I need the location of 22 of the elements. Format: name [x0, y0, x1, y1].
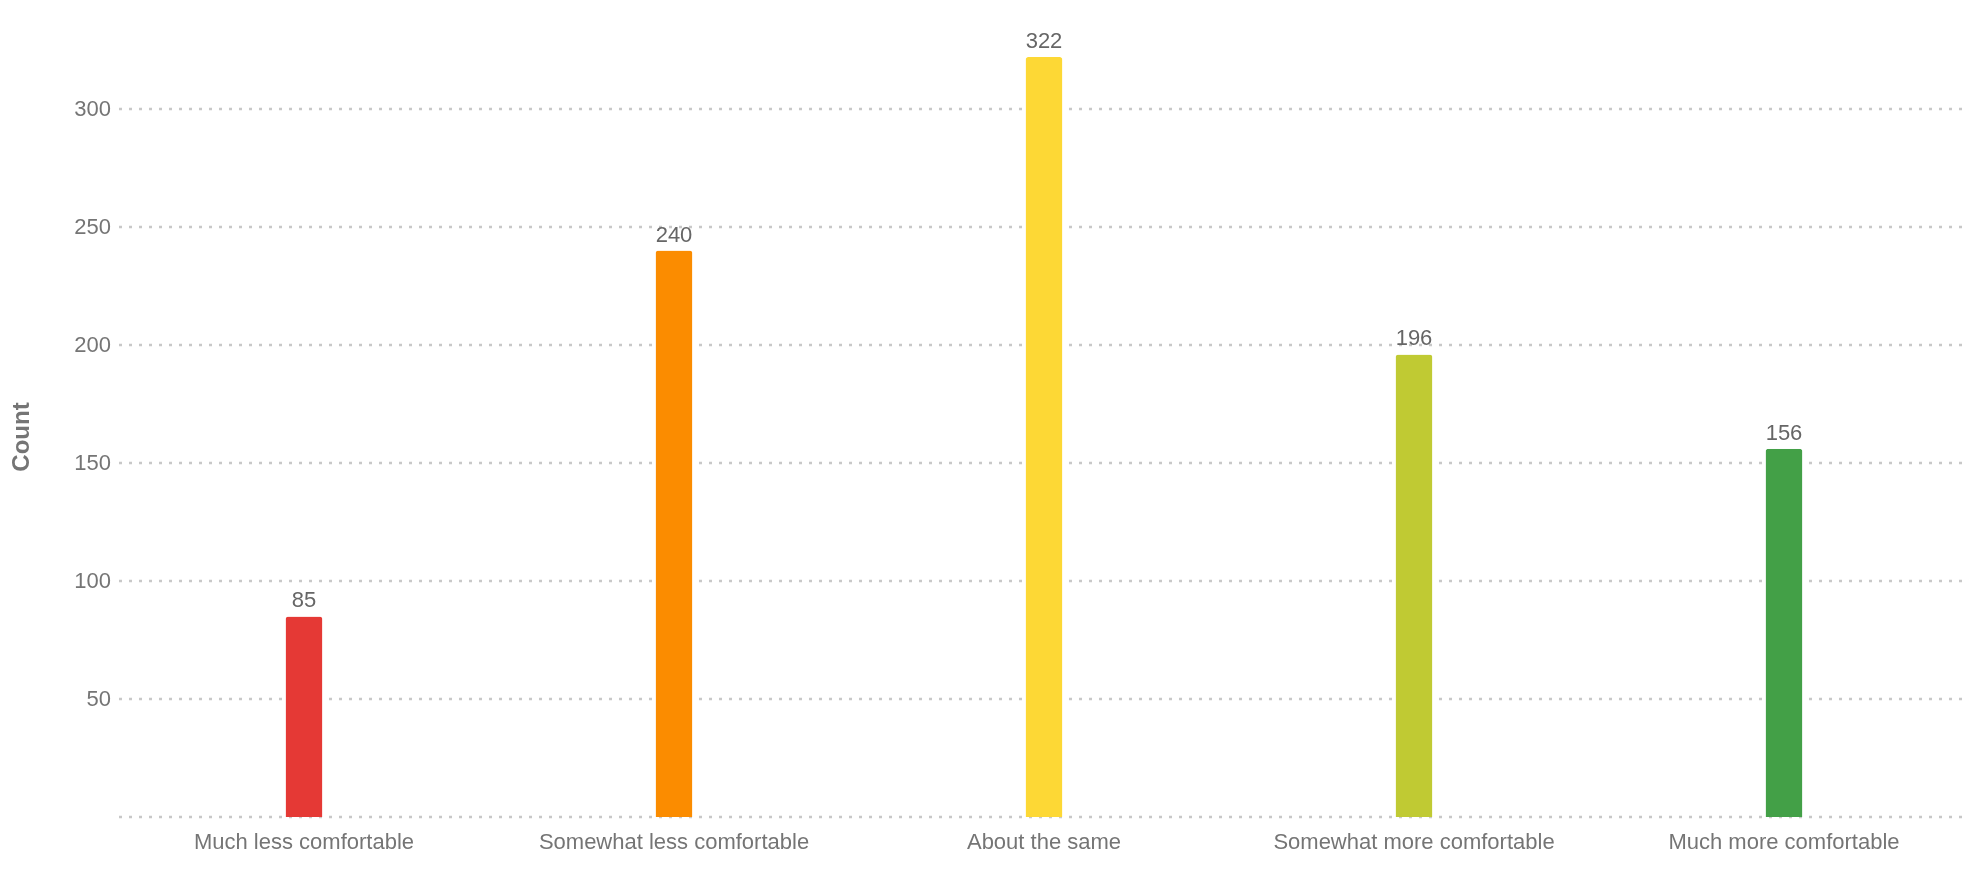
- x-tick-label: Somewhat less comfortable: [538, 828, 810, 854]
- x-tick-label: Much less comfortable: [193, 828, 415, 854]
- y-tick-label: 200: [74, 331, 111, 357]
- x-tick-label: Somewhat more comfortable: [1273, 828, 1555, 854]
- data-label: 85: [291, 587, 317, 613]
- y-tick-label: 50: [86, 685, 111, 711]
- bar: [655, 250, 693, 817]
- data-label: 196: [1395, 325, 1433, 351]
- y-tick-label: 250: [74, 213, 111, 239]
- data-label: 156: [1765, 419, 1803, 445]
- bar: [1025, 57, 1063, 817]
- y-tick-label: 100: [74, 567, 111, 593]
- data-label: 322: [1025, 28, 1063, 53]
- bar: [285, 616, 323, 817]
- bar: [1395, 354, 1433, 817]
- y-axis-title: Count: [7, 402, 35, 472]
- bar: [1765, 448, 1803, 817]
- y-tick-label: 150: [74, 449, 111, 475]
- x-tick-label: About the same: [966, 828, 1122, 854]
- x-tick-label: Much more comfortable: [1668, 828, 1900, 854]
- data-label: 240: [655, 221, 693, 247]
- y-tick-label: 300: [74, 95, 111, 121]
